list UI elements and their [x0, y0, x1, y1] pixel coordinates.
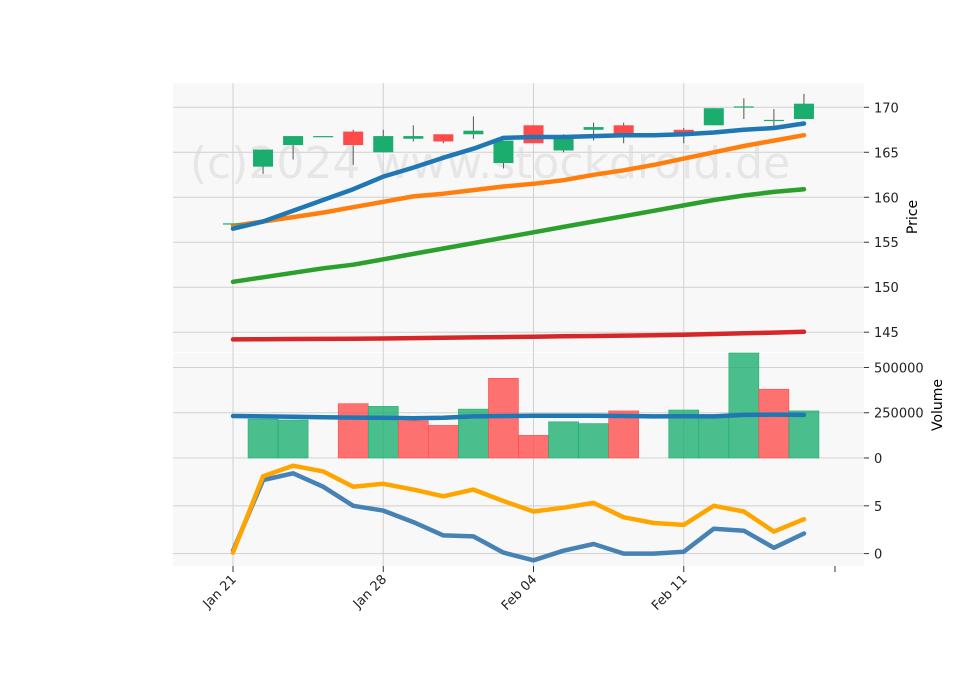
volume-bar — [518, 435, 549, 459]
volume-bar — [698, 416, 730, 459]
candle-body — [433, 134, 454, 142]
volume-bar — [247, 418, 279, 459]
volume-bar — [728, 352, 760, 459]
candle-body — [253, 149, 274, 167]
price-tick-label: 155 — [874, 236, 899, 251]
oscillator-tick-label: 0 — [874, 548, 882, 563]
x-tick-label: Jan 28 — [350, 572, 390, 612]
candle-body — [493, 140, 514, 164]
sma_short-line — [230, 121, 807, 231]
price-tick-label: 145 — [874, 326, 899, 341]
osc_b-line — [230, 463, 807, 555]
volume-tick-label: 0 — [874, 452, 882, 467]
candle-body — [793, 103, 814, 119]
indicator-lines — [230, 132, 807, 342]
candle-body — [223, 223, 243, 225]
candle-body — [703, 108, 724, 126]
candle-body — [403, 136, 424, 139]
x-tick-label: Feb 11 — [649, 572, 691, 614]
candle-body — [733, 106, 754, 108]
overlay-lines — [230, 121, 807, 563]
sma_long-line — [230, 186, 807, 285]
volume-axis-title: Volume — [930, 379, 946, 431]
volume-bar — [397, 420, 429, 459]
candle-body — [613, 125, 634, 135]
volume-bar — [548, 421, 579, 459]
volume-bar — [337, 403, 369, 459]
candle-body — [313, 136, 334, 138]
volume-bar — [608, 410, 639, 459]
candle-body — [763, 119, 784, 122]
price-tick-label: 150 — [874, 281, 899, 296]
volume-bar — [428, 425, 459, 459]
x-tick-label: Feb 04 — [499, 572, 541, 614]
candle-body — [673, 129, 694, 135]
candle-body — [583, 127, 604, 130]
candle-body — [523, 125, 544, 144]
x-tick-label: Jan 21 — [200, 572, 240, 612]
osc_a-line — [230, 471, 807, 563]
sma_mid-line — [230, 132, 807, 229]
candle-body — [463, 130, 484, 135]
price-tick-label: 165 — [874, 146, 899, 161]
candle-body — [553, 136, 574, 151]
chart-marks — [223, 93, 820, 459]
price-tick-label: 160 — [874, 191, 899, 206]
volume-bar — [758, 388, 790, 459]
candle-body — [283, 136, 304, 146]
volume-bar — [788, 410, 820, 459]
sma_longest-line — [230, 329, 807, 342]
volume-bar — [578, 423, 609, 459]
price-axis-title: Price — [905, 200, 921, 234]
candle-body — [343, 131, 364, 146]
candle-body — [373, 136, 394, 153]
price-tick-label: 170 — [874, 101, 899, 116]
watermark: (c)2024 www.stockdroid.de — [190, 138, 790, 189]
volume-bar — [367, 406, 399, 459]
volume-tick-label: 500000 — [874, 361, 924, 376]
oscillator-tick-label: 5 — [874, 500, 882, 515]
volume-tick-label: 250000 — [874, 407, 924, 422]
volume-bar — [277, 419, 309, 459]
volume-average-line — [230, 412, 807, 421]
